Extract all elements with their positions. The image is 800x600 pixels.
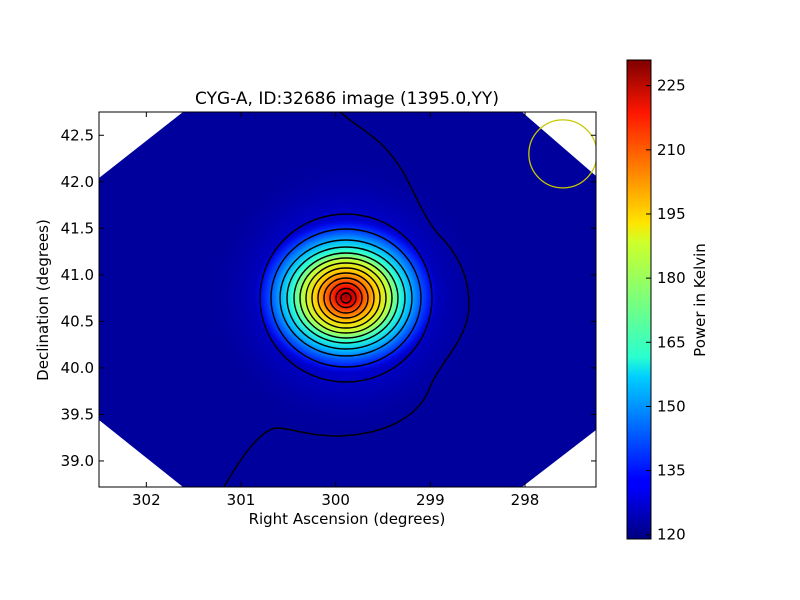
colorbar-label: Power in Kelvin: [691, 243, 709, 357]
colorbar-tick-label: 195: [657, 205, 686, 223]
x-tick-label: 298: [511, 491, 540, 509]
colorbar-tick-label: 120: [657, 526, 686, 544]
beam-circle: [528, 119, 596, 189]
y-tick-label: 41.5: [61, 219, 94, 237]
colorbar-tick-label: 180: [657, 269, 686, 287]
y-axis-label: Declination (degrees): [34, 219, 52, 381]
y-tick-label: 40.0: [61, 359, 94, 377]
x-tick-label: 301: [227, 491, 256, 509]
heatmap-plot-area: [99, 112, 596, 487]
source-core: [254, 214, 438, 378]
y-tick-label: 42.5: [61, 126, 94, 144]
y-axis-ticks: 39.0 39.5 40.0 40.5 41.0 41.5 42.0 42.5: [61, 126, 596, 470]
colorbar-ticks: 120 135 150 165 180 195 210 225: [646, 77, 686, 544]
contour-lines: [223, 112, 470, 487]
chart-title: CYG-A, ID:32686 image (1395.0,YY): [195, 89, 499, 109]
colorbar-tick-label: 165: [657, 333, 686, 351]
contour-outer: [223, 112, 470, 487]
y-tick-label: 39.0: [61, 452, 94, 470]
y-tick-label: 41.0: [61, 266, 94, 284]
axes-frame: [98, 111, 597, 488]
x-axis-label: Right Ascension (degrees): [249, 510, 446, 528]
y-tick-label: 42.0: [61, 173, 94, 191]
colorbar: [626, 59, 652, 540]
colorbar-tick-label: 210: [657, 141, 686, 159]
colorbar-tick-label: 150: [657, 397, 686, 415]
colorbar-tick-label: 135: [657, 462, 686, 480]
x-axis-ticks: 302 301 300 299 298: [132, 112, 539, 509]
x-tick-label: 299: [416, 491, 445, 509]
y-tick-label: 39.5: [61, 405, 94, 423]
x-tick-label: 300: [321, 491, 350, 509]
y-tick-label: 40.5: [61, 312, 94, 330]
x-tick-label: 302: [132, 491, 161, 509]
colorbar-tick-label: 225: [657, 77, 686, 95]
